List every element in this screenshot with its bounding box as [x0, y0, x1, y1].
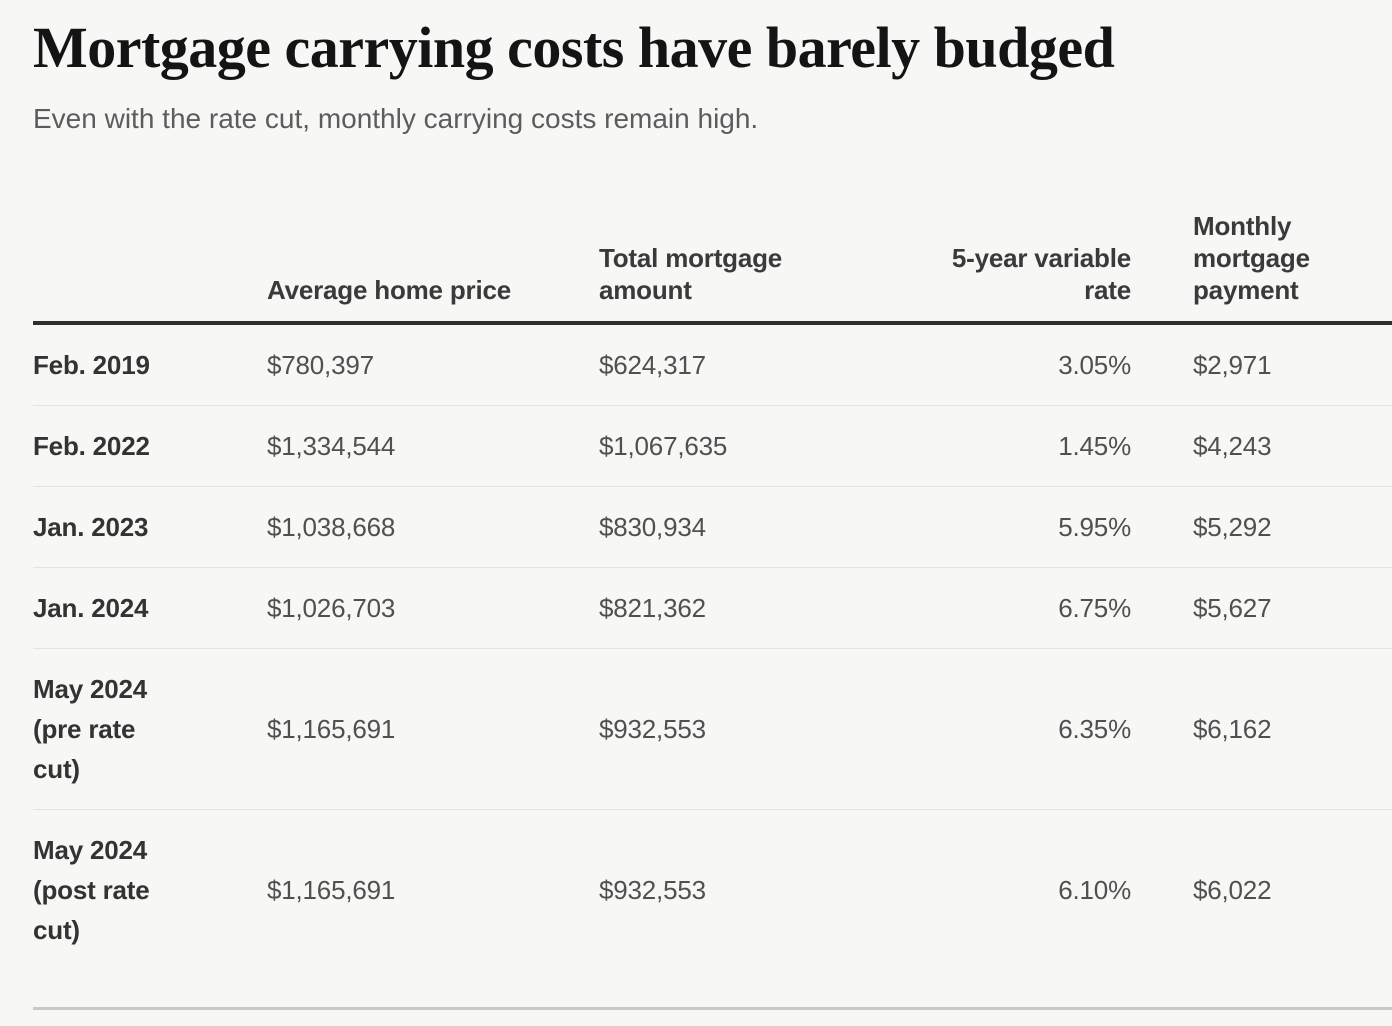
cell-average-home-price: $1,334,544 [267, 430, 396, 461]
cell-monthly-payment: $6,162 [1193, 713, 1272, 744]
cell-total-mortgage-amount: $932,553 [599, 874, 706, 905]
row-label: Jan. 2024 [33, 592, 149, 623]
cell-total-mortgage-amount: $830,934 [599, 511, 706, 542]
cell-variable-rate: 6.75% [1058, 592, 1131, 623]
cell-total-mortgage-amount: $1,067,635 [599, 430, 728, 461]
table-row-may-2024-pre-rate-cut: May 2024 (pre rate cut) $1,165,691 $932,… [33, 649, 1392, 810]
table-row-feb-2022: Feb. 2022 $1,334,544 $1,067,635 1.45% $4… [33, 406, 1392, 487]
table-row-jan-2024: Jan. 2024 $1,026,703 $821,362 6.75% $5,6… [33, 568, 1392, 649]
column-header-period [33, 288, 267, 306]
cell-average-home-price: $1,038,668 [267, 511, 396, 542]
column-header-variable-rate: 5-year variable rate [951, 242, 1131, 305]
page-title: Mortgage carrying costs have barely budg… [33, 15, 1115, 80]
cell-total-mortgage-amount: $624,317 [599, 349, 706, 380]
cell-total-mortgage-amount: $932,553 [599, 713, 706, 744]
row-label: May 2024 (pre rate cut) [33, 673, 148, 784]
mortgage-costs-figure: Mortgage carrying costs have barely budg… [0, 16, 1392, 1026]
row-label: Feb. 2022 [33, 430, 150, 461]
row-label: Feb. 2019 [33, 349, 150, 380]
cell-monthly-payment: $2,971 [1193, 349, 1272, 380]
table-bottom-rule [33, 1006, 1392, 1010]
cell-average-home-price: $1,165,691 [267, 713, 396, 744]
column-header-average-home-price: Average home price [267, 274, 511, 305]
column-header-total-mortgage-amount: Total mortgage amount [599, 242, 783, 305]
cell-variable-rate: 3.05% [1058, 349, 1131, 380]
cell-monthly-payment: $5,292 [1193, 511, 1272, 542]
cell-variable-rate: 6.35% [1058, 713, 1131, 744]
table-row-may-2024-post-rate-cut: May 2024 (post rate cut) $1,165,691 $932… [33, 810, 1392, 970]
table-row-jan-2023: Jan. 2023 $1,038,668 $830,934 5.95% $5,2… [33, 487, 1392, 568]
cell-variable-rate: 5.95% [1058, 511, 1131, 542]
cell-total-mortgage-amount: $821,362 [599, 592, 706, 623]
page-subtitle: Even with the rate cut, monthly carrying… [33, 102, 759, 134]
cell-variable-rate: 1.45% [1058, 430, 1131, 461]
cell-monthly-payment: $5,627 [1193, 592, 1272, 623]
cell-average-home-price: $1,165,691 [267, 874, 396, 905]
cell-variable-rate: 6.10% [1058, 874, 1131, 905]
cell-monthly-payment: $6,022 [1193, 874, 1272, 905]
cell-average-home-price: $780,397 [267, 349, 374, 380]
mortgage-costs-table: Average home price Total mortgage amount… [33, 210, 1392, 1010]
row-label: Jan. 2023 [33, 511, 149, 542]
cell-monthly-payment: $4,243 [1193, 430, 1272, 461]
table-row-feb-2019: Feb. 2019 $780,397 $624,317 3.05% $2,971 [33, 325, 1392, 406]
cell-average-home-price: $1,026,703 [267, 592, 396, 623]
table-header-row: Average home price Total mortgage amount… [33, 210, 1392, 325]
row-label: May 2024 (post rate cut) [33, 834, 150, 945]
column-header-monthly-payment: Monthly mortgage payment [1193, 210, 1310, 305]
